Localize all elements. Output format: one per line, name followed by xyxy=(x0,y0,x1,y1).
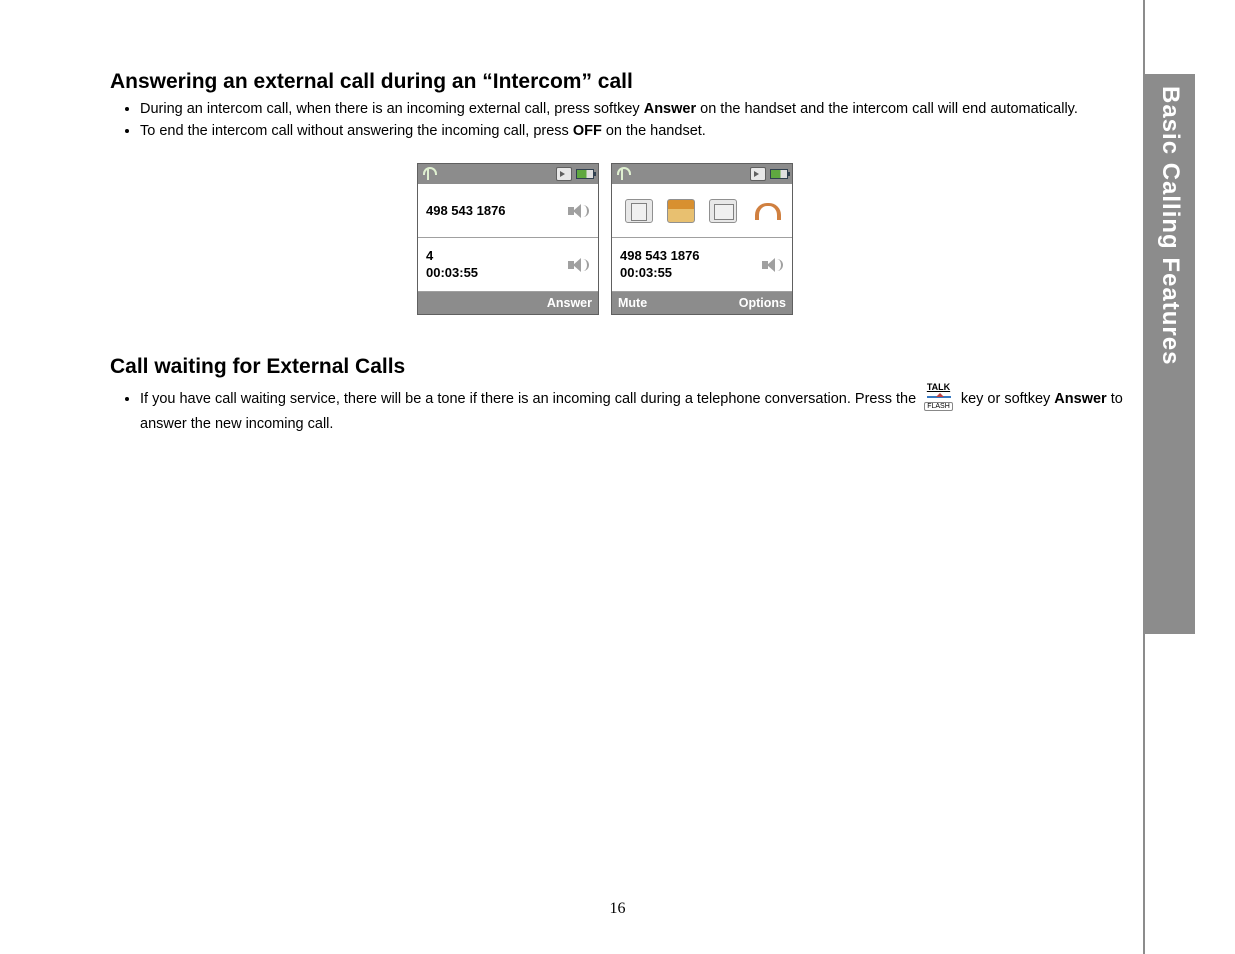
section1-heading: Answering an external call during an “In… xyxy=(110,70,1140,94)
status-bar xyxy=(418,164,598,184)
menu-icons-row xyxy=(612,184,792,238)
softkey-right[interactable]: Options xyxy=(739,296,786,310)
call-timer: 00:03:55 xyxy=(426,265,478,280)
battery-icon xyxy=(770,169,788,179)
bold-off: OFF xyxy=(573,123,602,139)
phone-screen-left: 498 543 1876 4 00:03:55 Answer xyxy=(417,163,599,315)
section1-bullet-2: To end the intercom call without answeri… xyxy=(140,122,1140,142)
handset-icon xyxy=(751,199,779,223)
phonebook-icon xyxy=(709,199,737,223)
softkey-left[interactable]: Mute xyxy=(618,296,647,310)
bold-answer: Answer xyxy=(644,101,696,117)
sidebar-label: Basic Calling Features xyxy=(1145,76,1195,634)
line-id: 4 xyxy=(426,248,433,263)
flash-label: FLASH xyxy=(924,402,953,411)
call-timer: 00:03:55 xyxy=(620,265,672,280)
softkey-right[interactable]: Answer xyxy=(547,296,592,310)
talk-flash-key-icon: TALK FLASH xyxy=(924,383,953,411)
active-call-row: 4 00:03:55 xyxy=(418,238,598,292)
call-forward-icon xyxy=(556,167,572,181)
page-number: 16 xyxy=(0,900,1235,918)
section1-bullet-1: During an intercom call, when there is a… xyxy=(140,100,1140,120)
active-call-row: 498 543 1876 00:03:55 xyxy=(612,238,792,292)
softkey-bar: Answer xyxy=(418,292,598,314)
contacts-icon xyxy=(625,199,653,223)
talk-label: TALK xyxy=(924,383,953,392)
text: To end the intercom call without answeri… xyxy=(140,123,573,139)
text: During an intercom call, when there is a… xyxy=(140,101,644,117)
active-number: 498 543 1876 xyxy=(620,248,700,263)
page-content: Answering an external call during an “In… xyxy=(110,70,1140,438)
text: key or softkey xyxy=(961,391,1054,407)
signal-icon xyxy=(616,167,632,181)
call-forward-icon xyxy=(750,167,766,181)
incoming-number-row: 498 543 1876 xyxy=(418,184,598,238)
section2-heading: Call waiting for External Calls xyxy=(110,355,1140,379)
section1-list: During an intercom call, when there is a… xyxy=(140,100,1140,141)
softkey-bar: Mute Options xyxy=(612,292,792,314)
section2-list: If you have call waiting service, there … xyxy=(140,385,1140,436)
status-bar xyxy=(612,164,792,184)
text: If you have call waiting service, there … xyxy=(140,391,920,407)
speaker-icon xyxy=(762,256,784,274)
incoming-number: 498 543 1876 xyxy=(426,203,506,218)
speaker-icon xyxy=(568,256,590,274)
phone-diagrams: 498 543 1876 4 00:03:55 Answer xyxy=(70,163,1140,315)
battery-icon xyxy=(576,169,594,179)
phone-screen-right: 498 543 1876 00:03:55 Mute Options xyxy=(611,163,793,315)
text: on the handset and the intercom call wil… xyxy=(696,101,1078,117)
text: on the handset. xyxy=(602,123,706,139)
section2-bullet: If you have call waiting service, there … xyxy=(140,385,1140,436)
sidebar-tab: Basic Calling Features xyxy=(1143,0,1193,954)
home-icon xyxy=(667,199,695,223)
bold-answer: Answer xyxy=(1054,391,1106,407)
signal-icon xyxy=(422,167,438,181)
speaker-icon xyxy=(568,202,590,220)
